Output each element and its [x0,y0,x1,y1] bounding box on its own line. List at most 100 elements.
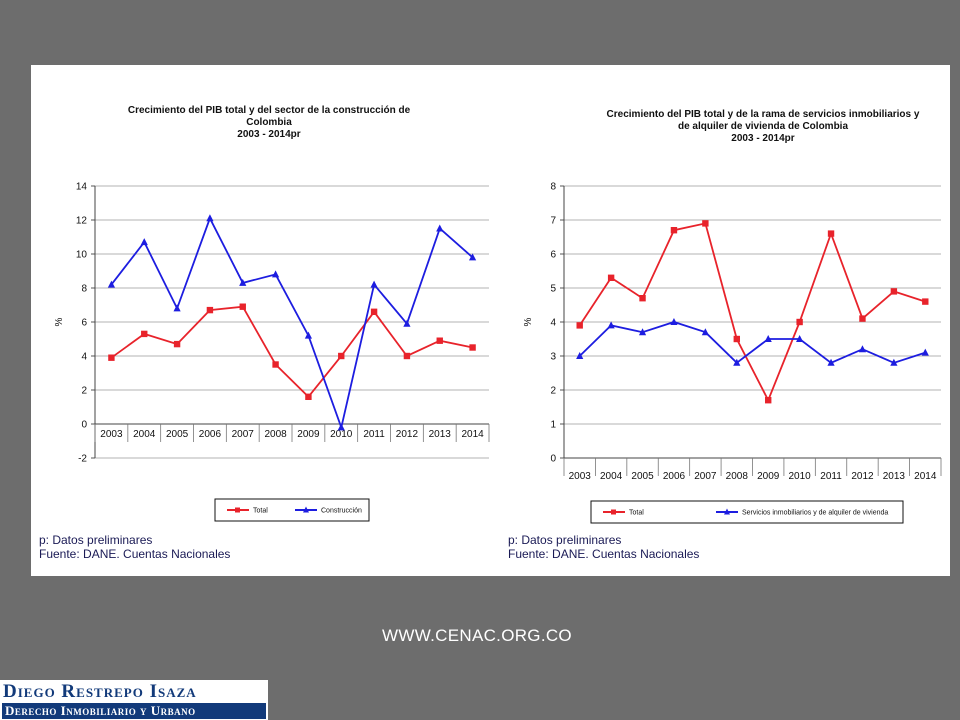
data-point [890,358,898,366]
website-url-text[interactable]: WWW.CENAC.ORG.CO [382,626,572,645]
data-point [858,345,867,353]
data-point [271,270,280,278]
data-point [468,253,477,261]
y-tick-label: 3 [550,352,556,363]
legend-marker [724,508,730,515]
x-tick-label: 2007 [694,471,717,482]
data-point [436,224,444,232]
data-point [639,295,646,302]
data-point [733,335,740,343]
data-point [140,238,148,246]
data-point [239,303,246,310]
footnote-right: p: Datos preliminares Fuente: DANE. Cuen… [508,533,699,561]
legend-label: Total [253,508,268,515]
data-point [827,230,835,237]
x-tick-label: 2009 [757,471,780,482]
data-point [638,328,647,336]
data-point [576,352,584,359]
y-tick-label: 4 [550,318,556,329]
data-point [469,344,476,351]
x-tick-label: 2013 [883,471,906,482]
footnote-preliminary: p: Datos preliminares [39,533,153,547]
y-tick-label: 2 [81,386,87,397]
data-point [206,306,214,314]
chart-title-line: de alquiler de vivienda de Colombia [678,121,848,132]
footnote-source: Fuente: DANE. Cuentas Nacionales [508,547,700,561]
data-point [370,308,378,315]
y-tick-label: -2 [78,454,87,465]
x-tick-label: 2012 [396,429,419,440]
data-point [576,322,583,329]
data-point [796,335,804,342]
y-tick-label: 5 [550,284,556,295]
series-line [578,222,926,403]
data-point [141,330,148,338]
data-point [403,319,411,327]
x-tick-label: 2010 [789,471,812,482]
y-tick-label: 12 [76,216,88,227]
x-tick-label: 2014 [461,429,484,440]
legend-marker [235,507,240,513]
data-point [607,274,615,281]
chart-title-line: Colombia [246,117,292,128]
data-point [403,352,411,360]
x-tick-label: 2013 [429,429,452,440]
x-tick-label: 2006 [199,429,222,440]
x-tick-label: 2010 [330,429,353,440]
y-tick-label: 2 [550,386,556,397]
data-point [702,220,709,227]
data-point [921,348,929,356]
y-tick-label: 4 [81,352,87,363]
data-point [173,340,181,348]
legend-label: Construcción [321,508,362,515]
series-line [579,321,926,364]
x-tick-label: 2003 [569,471,592,482]
x-tick-label: 2008 [264,429,287,440]
series-line [110,216,474,431]
chart-title-line: Crecimiento del PIB total y de la rama d… [607,109,920,120]
data-point [304,331,313,339]
y-axis-label: % [54,317,65,326]
y-axis-label: % [523,317,534,326]
chart-title-line: 2003 - 2014pr [237,129,300,140]
charts-panel: Crecimiento del PIB total y del sector d… [31,65,950,576]
website-url[interactable]: WWW.CENAC.ORG.CO [0,626,960,646]
legend-label: Servicios inmobiliarios y de alquiler de… [742,510,888,517]
data-point [796,318,803,326]
footnote-source: Fuente: DANE. Cuentas Nacionales [39,547,231,561]
data-point [108,354,115,361]
chart-title-line: 2003 - 2014pr [731,133,794,144]
x-tick-label: 2005 [166,429,189,440]
construction-gdp-chart: Crecimiento del PIB total y del sector d… [54,105,490,522]
x-tick-label: 2004 [133,429,156,440]
x-tick-label: 2005 [631,471,654,482]
series-line [110,305,473,399]
data-point [607,321,615,329]
data-point [670,318,678,325]
data-point [890,288,898,295]
legend-box [214,498,370,522]
x-tick-label: 2003 [100,429,123,440]
legend-marker [303,506,309,513]
x-tick-label: 2008 [726,471,749,482]
data-point [733,358,741,366]
x-tick-label: 2007 [232,429,255,440]
data-point [337,423,345,431]
y-tick-label: 6 [81,318,87,329]
y-tick-label: 8 [81,284,87,295]
data-point [436,337,443,344]
chart-title-line: Crecimiento del PIB total y del sector d… [128,105,411,116]
x-tick-label: 2014 [914,471,937,482]
data-point [239,278,247,286]
footnote-preliminary: p: Datos preliminares [508,533,622,547]
data-point [765,397,772,404]
legend-box [590,500,904,524]
data-point [272,361,279,368]
legend-marker [611,509,616,515]
brand-logo: Diego Restrepo Isaza Derecho Inmobiliari… [0,680,268,720]
y-tick-label: 8 [550,182,556,193]
footnote-left: p: Datos preliminares Fuente: DANE. Cuen… [39,533,230,561]
x-tick-label: 2011 [820,471,842,482]
data-point [370,280,378,288]
logo-subtitle: Derecho Inmobiliario y Urbano [2,703,266,719]
